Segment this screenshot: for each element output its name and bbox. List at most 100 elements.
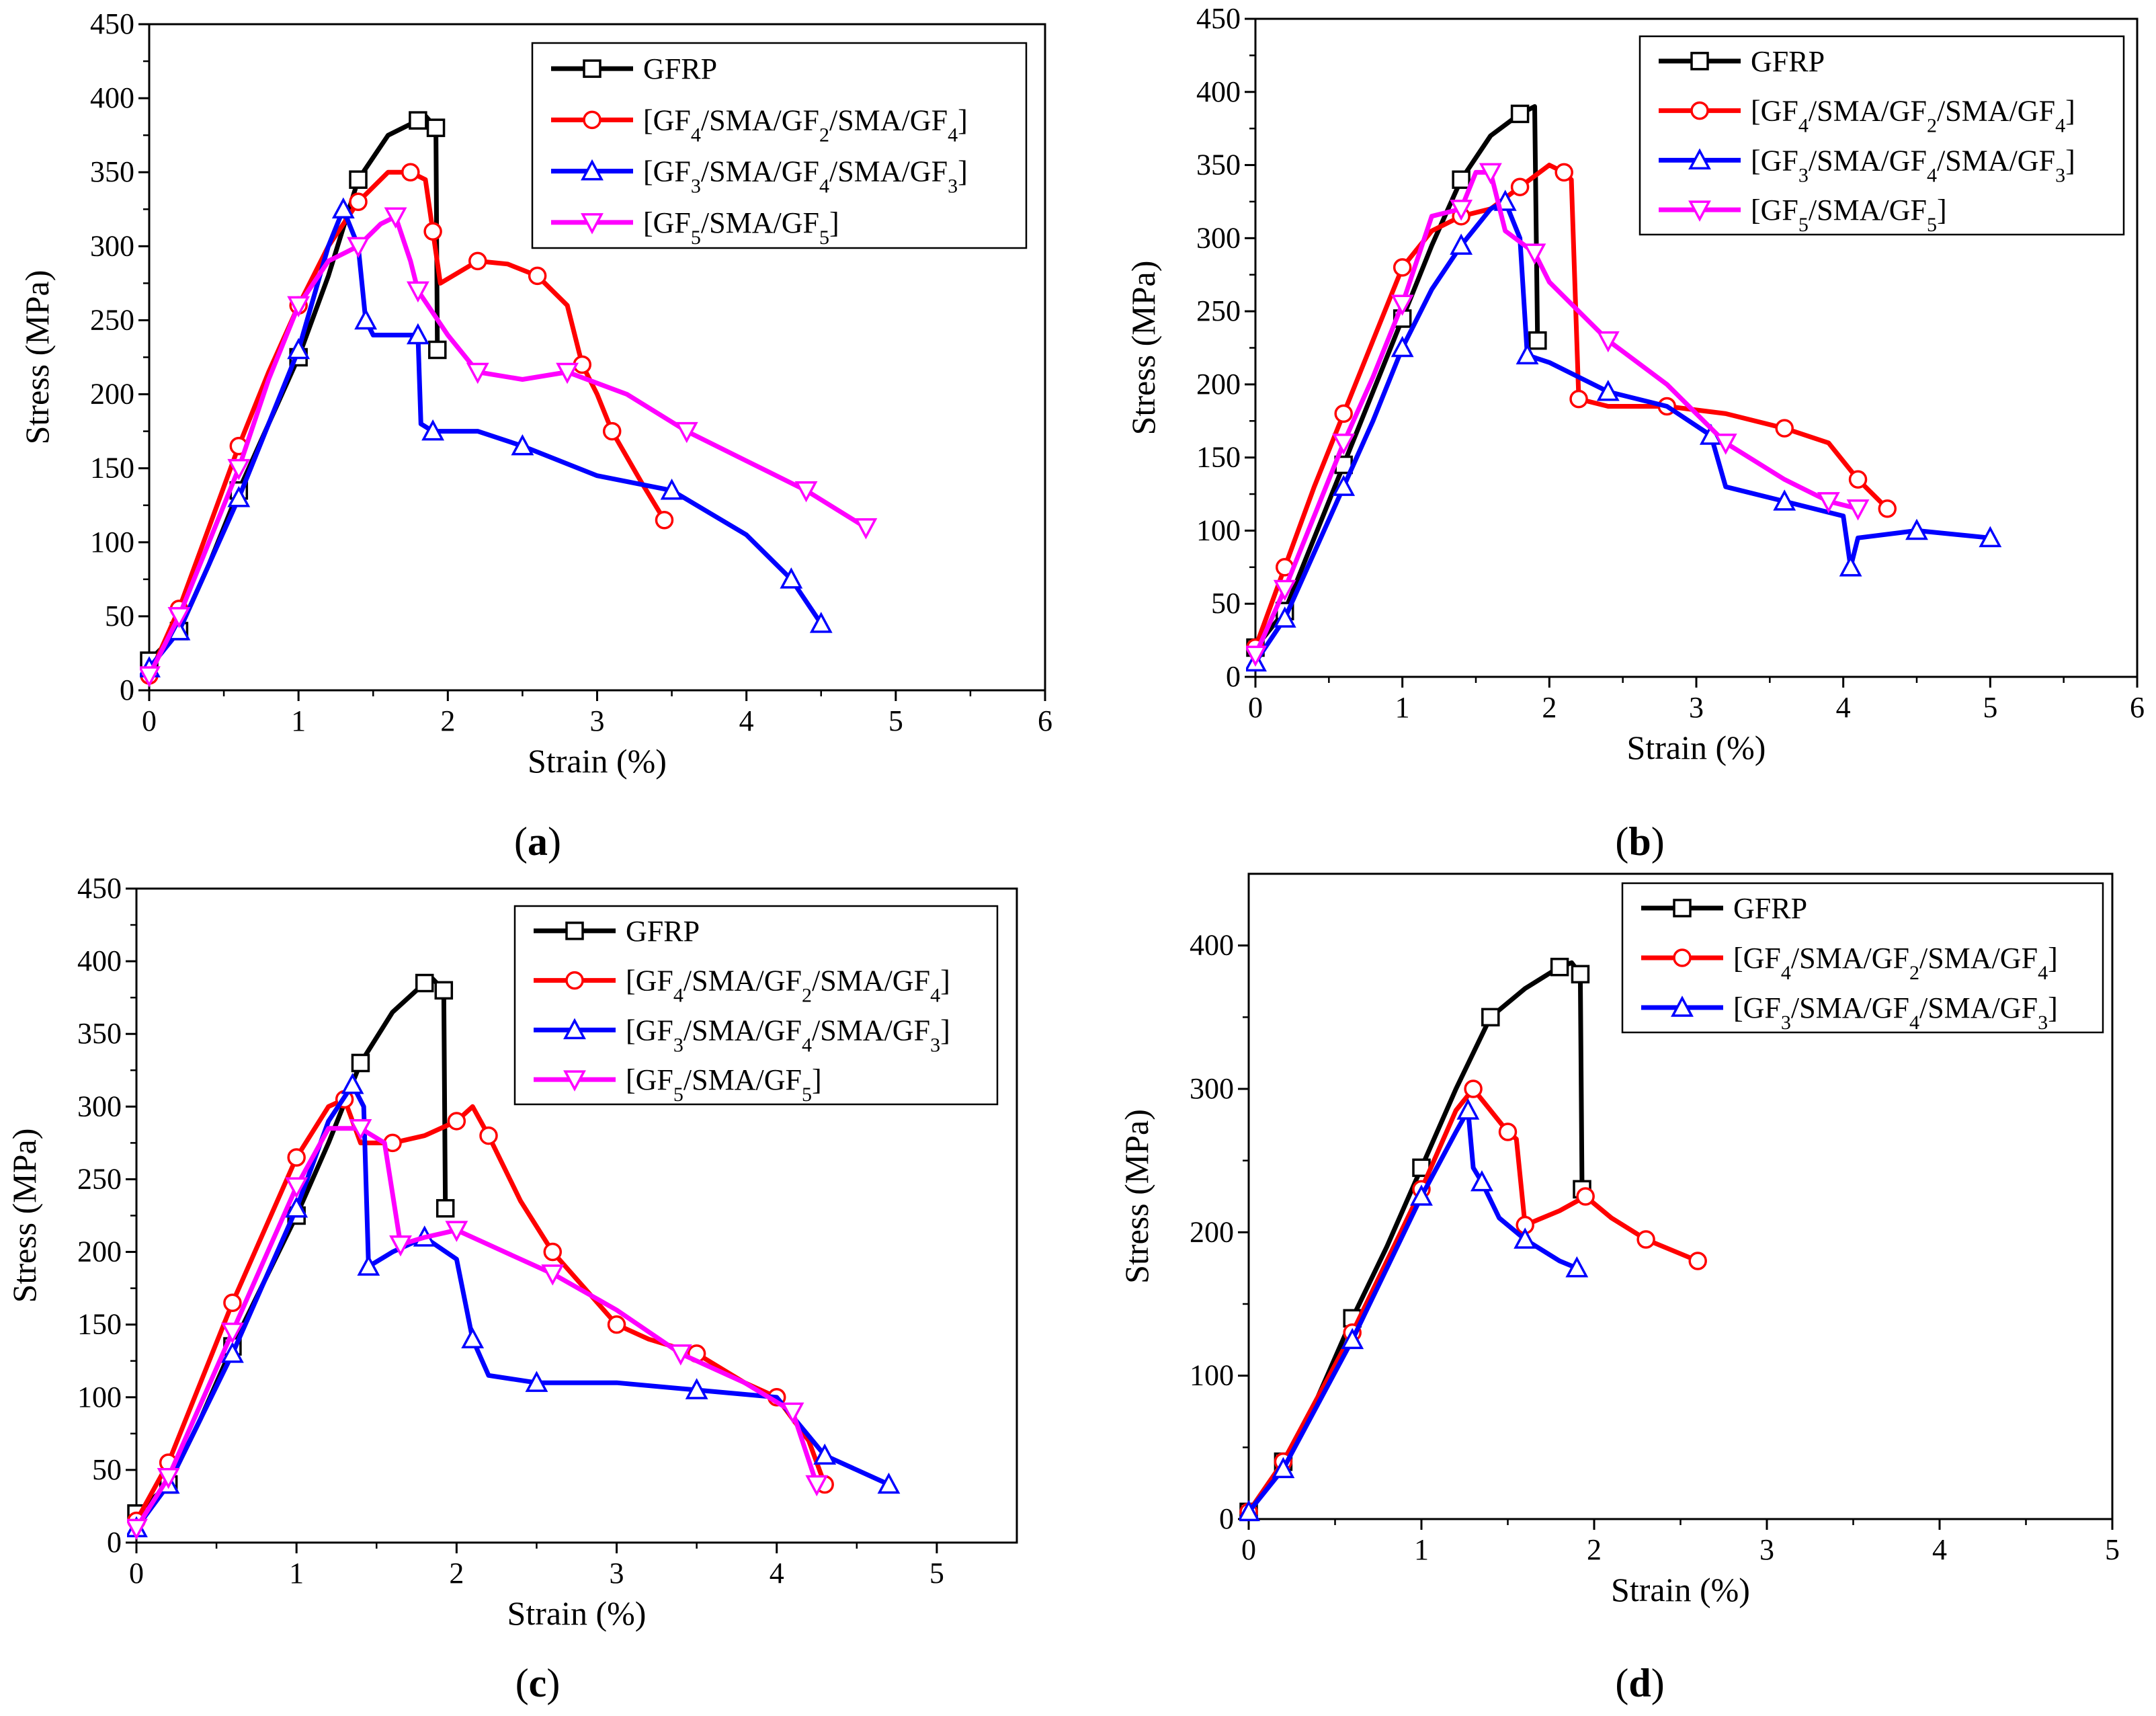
data-point: [1464, 1079, 1483, 1098]
x-axis-title: Strain (%): [528, 742, 667, 780]
legend: GFRP[GF4/SMA/GF2/SMA/GF4][GF3/SMA/GF4/SM…: [513, 905, 999, 1106]
legend-marker: [581, 213, 604, 235]
data-point: [1569, 389, 1588, 409]
data-point: [406, 323, 429, 345]
legend-box: [513, 905, 999, 1106]
legend-marker: [1690, 101, 1709, 120]
legend-subscript: 3: [2038, 1012, 2048, 1034]
panel-label-open: (: [514, 819, 528, 864]
data-point: [854, 518, 878, 540]
data-point: [1273, 606, 1296, 628]
y-tick-label: 100: [77, 1381, 122, 1414]
x-tick-label: 5: [1983, 691, 1997, 724]
legend-label: [GF3/SMA/GF4/SMA/GF3]: [626, 1014, 950, 1056]
legend-text-part: ]: [958, 104, 968, 136]
legend-label: GFRP: [1733, 892, 1807, 925]
y-tick-label: 400: [77, 944, 122, 977]
data-point: [1817, 492, 1840, 514]
data-point: [1775, 419, 1794, 438]
legend-item-gfrp: GFRP: [534, 915, 700, 948]
data-point: [357, 1254, 380, 1276]
y-tick-label: 250: [77, 1162, 122, 1195]
data-point: [1523, 243, 1546, 265]
legend-marker: [1690, 52, 1709, 71]
data-point: [461, 1327, 485, 1349]
x-tick-label: 0: [129, 1557, 144, 1590]
panel-label-letter: b: [1628, 819, 1651, 864]
x-tick-label: 4: [1932, 1533, 1947, 1566]
legend-subscript: 3: [2055, 164, 2065, 186]
legend-subscript: 3: [673, 1034, 683, 1056]
data-point: [655, 510, 674, 530]
data-point: [479, 1126, 498, 1145]
y-tick-label: 50: [1211, 587, 1241, 620]
panel-label: (c): [515, 1661, 561, 1705]
y-tick-label: 200: [1196, 368, 1241, 401]
series-line: [134, 1082, 890, 1530]
y-tick-label: 300: [1190, 1072, 1234, 1105]
legend-text-part: [GF: [1733, 991, 1781, 1024]
x-tick-label: 2: [1542, 691, 1557, 724]
y-tick-label: 350: [77, 1017, 122, 1050]
y-tick-label: 50: [92, 1453, 122, 1486]
legend-text-part: [GF: [626, 1014, 673, 1047]
data-point: [1565, 1256, 1589, 1278]
legend-subscript: 3: [691, 175, 701, 197]
y-axis-title: Stress (MPa): [5, 1129, 43, 1303]
y-tick-label: 150: [77, 1308, 122, 1341]
legend-text-part: /SMA/GF: [683, 965, 802, 997]
legend-item-l3: [GF5/SMA/GF5]: [1659, 194, 1947, 236]
data-point: [1905, 518, 1928, 540]
x-tick-label: 2: [1587, 1533, 1602, 1566]
data-point: [406, 281, 429, 303]
data-point: [1839, 555, 1862, 577]
legend-marker: [565, 971, 584, 990]
data-point: [1510, 177, 1530, 196]
legend-text-part: ]: [2048, 991, 2058, 1024]
series-l2: [1246, 190, 2002, 671]
legend-text-part: ]: [1937, 194, 1947, 227]
legend-text-part: /SMA/GF: [1919, 942, 2038, 975]
legend-text-part: GFRP: [626, 915, 700, 948]
x-tick-label: 0: [1241, 1533, 1256, 1566]
x-tick-label: 4: [739, 704, 754, 737]
y-tick-label: 0: [1219, 1502, 1234, 1535]
legend-item-l2: [GF3/SMA/GF4/SMA/GF3]: [534, 1014, 950, 1056]
x-tick-label: 4: [770, 1557, 784, 1590]
data-point: [1273, 579, 1296, 602]
x-tick-label: 2: [440, 704, 455, 737]
data-point: [287, 296, 310, 318]
x-tick-label: 3: [590, 704, 605, 737]
x-tick-label: 1: [1395, 691, 1410, 724]
legend-box: [1639, 35, 2125, 236]
x-tick-label: 5: [2105, 1533, 2120, 1566]
data-point: [1596, 331, 1620, 353]
legend-text-part: /SMA/GF: [701, 155, 819, 188]
data-point: [331, 197, 355, 219]
legend-item-l1: [GF4/SMA/GF2/SMA/GF4]: [1641, 942, 2058, 984]
y-tick-label: 350: [90, 155, 134, 188]
legend-marker: [581, 159, 604, 181]
legend-item-l3: [GF5/SMA/GF5]: [534, 1063, 822, 1106]
y-tick-label: 150: [90, 452, 134, 485]
legend-text-part: [GF: [643, 206, 691, 239]
y-tick-label: 100: [1190, 1359, 1234, 1392]
data-point: [660, 479, 683, 500]
y-tick-label: 100: [1196, 514, 1241, 546]
data-point: [1571, 965, 1590, 984]
data-point: [466, 362, 489, 384]
data-point: [805, 1475, 829, 1497]
legend-label: GFRP: [1751, 45, 1825, 78]
data-point: [285, 1177, 308, 1198]
legend-item-gfrp: GFRP: [1659, 45, 1825, 78]
legend-subscript: 5: [1927, 214, 1937, 236]
y-tick-label: 200: [1190, 1215, 1234, 1248]
legend-subscript: 2: [1927, 114, 1937, 136]
legend-text-part: GFRP: [1733, 892, 1807, 925]
panel-label-letter: a: [528, 819, 548, 864]
data-point: [794, 481, 818, 503]
y-tick-label: 450: [1196, 2, 1241, 35]
series-line: [147, 214, 868, 677]
panel-label-close: ): [1651, 1661, 1665, 1705]
data-point: [347, 237, 370, 259]
